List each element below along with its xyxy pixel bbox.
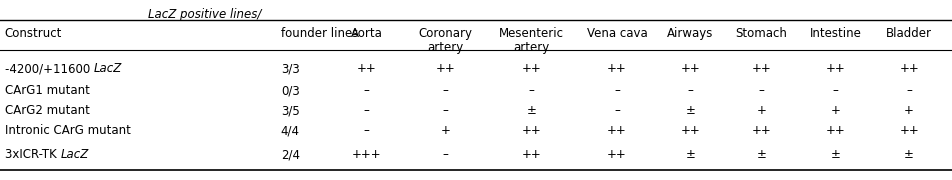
Text: ++: ++ <box>522 124 541 137</box>
Text: ++: ++ <box>607 124 626 137</box>
Text: ±: ± <box>526 104 536 117</box>
Text: +: + <box>757 104 766 117</box>
Text: –: – <box>906 84 912 97</box>
Text: Stomach: Stomach <box>736 27 787 40</box>
Text: ++: ++ <box>522 62 541 75</box>
Text: 3/5: 3/5 <box>281 104 300 117</box>
Text: ++: ++ <box>436 62 455 75</box>
Text: Vena cava: Vena cava <box>586 27 647 40</box>
Text: ±: ± <box>757 148 766 161</box>
Text: ++: ++ <box>522 148 541 161</box>
Text: +: + <box>904 104 914 117</box>
Text: Coronary
artery: Coronary artery <box>419 27 472 54</box>
Text: ±: ± <box>831 148 841 161</box>
Text: –: – <box>614 84 620 97</box>
Text: –: – <box>528 84 534 97</box>
Text: –: – <box>759 84 764 97</box>
Text: LacZ positive lines/: LacZ positive lines/ <box>148 8 261 21</box>
Text: Mesenteric
artery: Mesenteric artery <box>499 27 564 54</box>
Text: ++: ++ <box>826 124 845 137</box>
Text: ++: ++ <box>752 62 771 75</box>
Text: ++: ++ <box>826 62 845 75</box>
Text: 4/4: 4/4 <box>281 124 300 137</box>
Text: –: – <box>443 148 448 161</box>
Text: ±: ± <box>685 148 695 161</box>
Text: 3xICR-TK: 3xICR-TK <box>5 148 60 161</box>
Text: CArG1 mutant: CArG1 mutant <box>5 84 89 97</box>
Text: ++: ++ <box>900 124 919 137</box>
Text: –: – <box>443 104 448 117</box>
Text: Aorta: Aorta <box>350 27 383 40</box>
Text: ++: ++ <box>752 124 771 137</box>
Text: ++: ++ <box>681 62 700 75</box>
Text: ++: ++ <box>607 62 626 75</box>
Text: ±: ± <box>685 104 695 117</box>
Text: Intronic CArG mutant: Intronic CArG mutant <box>5 124 130 137</box>
Text: Bladder: Bladder <box>886 27 932 40</box>
Text: –: – <box>687 84 693 97</box>
Text: ++: ++ <box>900 62 919 75</box>
Text: Construct: Construct <box>5 27 62 40</box>
Text: –: – <box>364 104 369 117</box>
Text: 3/3: 3/3 <box>281 62 300 75</box>
Text: 2/4: 2/4 <box>281 148 300 161</box>
Text: –: – <box>364 124 369 137</box>
Text: 0/3: 0/3 <box>281 84 300 97</box>
Text: Airways: Airways <box>667 27 713 40</box>
Text: ±: ± <box>904 148 914 161</box>
Text: founder lines: founder lines <box>281 27 358 40</box>
Text: Intestine: Intestine <box>810 27 862 40</box>
Text: ++: ++ <box>681 124 700 137</box>
Text: –: – <box>364 84 369 97</box>
Text: CArG2 mutant: CArG2 mutant <box>5 104 89 117</box>
Text: +++: +++ <box>351 148 382 161</box>
Text: -4200/+11600: -4200/+11600 <box>5 62 93 75</box>
Text: LacZ: LacZ <box>60 148 89 161</box>
Text: +: + <box>441 124 450 137</box>
Text: –: – <box>443 84 448 97</box>
Text: –: – <box>833 84 839 97</box>
Text: –: – <box>614 104 620 117</box>
Text: ++: ++ <box>607 148 626 161</box>
Text: +: + <box>831 104 841 117</box>
Text: ++: ++ <box>357 62 376 75</box>
Text: LacZ: LacZ <box>93 62 122 75</box>
